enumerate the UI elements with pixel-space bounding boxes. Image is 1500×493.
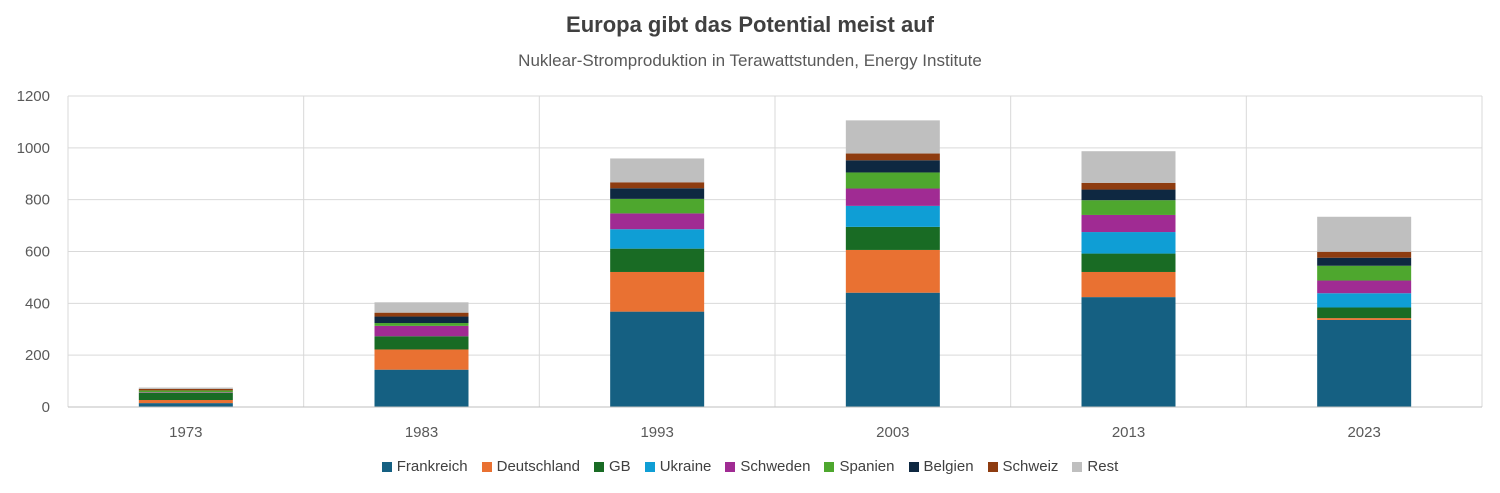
y-tick-label: 1200 — [17, 88, 50, 105]
x-tick-label: 1993 — [640, 424, 673, 441]
legend-item: Spanien — [824, 458, 895, 475]
y-tick-label: 200 — [25, 347, 50, 364]
x-tick-label: 2013 — [1112, 424, 1145, 441]
bar-segment-frankreich-1983 — [374, 369, 469, 407]
x-tick-label: 2023 — [1347, 424, 1380, 441]
bar-segment-frankreich-2023 — [1317, 319, 1412, 407]
legend-label: Schweden — [740, 458, 811, 475]
legend-item: Belgien — [908, 458, 974, 475]
legend-item: Schweden — [725, 458, 810, 475]
y-tick-label: 800 — [25, 192, 50, 209]
bar-segment-schweden-1983 — [374, 325, 469, 337]
legend-label: Deutschland — [496, 458, 580, 475]
bar-segment-ukraine-2003 — [845, 205, 940, 227]
bar-segment-schweiz-2003 — [845, 153, 940, 161]
legend-swatch — [987, 461, 998, 472]
bar-segment-schweden-2023 — [1317, 280, 1412, 294]
legend-swatch — [594, 461, 604, 472]
x-tick-label: 1983 — [405, 424, 438, 441]
bar-segment-schweden-1973 — [138, 392, 233, 393]
bar-segment-deutschland-1993 — [610, 271, 705, 312]
y-tick-label: 1000 — [17, 140, 50, 157]
legend-swatch — [824, 461, 835, 472]
bar-segment-deutschland-1983 — [374, 349, 469, 370]
bar-segment-ukraine-2023 — [1317, 293, 1412, 308]
bar-segment-deutschland-2003 — [845, 249, 940, 293]
bar-segment-rest-2003 — [845, 120, 940, 154]
bar-segment-belgien-2003 — [845, 160, 940, 173]
legend-swatch — [1072, 461, 1083, 472]
bar-segment-belgien-1993 — [610, 188, 705, 199]
y-tick-label: 0 — [42, 399, 50, 416]
chart-title: Europa gibt das Potential meist auf — [566, 12, 934, 37]
legend-label: Belgien — [923, 458, 974, 475]
y-tick-label: 600 — [25, 244, 50, 261]
legend-item: Schweiz — [987, 458, 1059, 475]
bar-segment-frankreich-1993 — [610, 311, 705, 407]
bar-segment-schweden-1993 — [610, 213, 705, 230]
legend-label: GB — [609, 458, 631, 475]
bar-segment-gb-1993 — [610, 248, 705, 272]
legend-item: Deutschland — [481, 458, 580, 475]
bar-segment-deutschland-1973 — [138, 400, 233, 404]
bar-segment-rest-1973 — [138, 387, 233, 389]
bar-segment-belgien-1983 — [374, 316, 469, 324]
bar-segment-deutschland-2023 — [1317, 318, 1412, 320]
chart-subtitle: Nuklear-Stromproduktion in Terawattstund… — [518, 51, 982, 70]
bar-segment-gb-2013 — [1081, 253, 1176, 272]
bar-segment-spanien-1993 — [610, 198, 705, 214]
bar-segment-spanien-2013 — [1081, 200, 1176, 215]
legend-item: Ukraine — [644, 458, 712, 475]
y-tick-label: 400 — [25, 295, 50, 312]
bar-segment-belgien-2013 — [1081, 189, 1176, 201]
bar-segment-rest-2013 — [1081, 151, 1176, 183]
bar-segment-spanien-2003 — [845, 172, 940, 189]
bar-segment-frankreich-1973 — [138, 403, 233, 407]
bar-segment-deutschland-2013 — [1081, 271, 1176, 298]
bar-segment-ukraine-2013 — [1081, 232, 1176, 254]
bar-segment-gb-2023 — [1317, 307, 1412, 319]
bar-segment-schweiz-2013 — [1081, 182, 1176, 190]
bar-segment-rest-2023 — [1317, 216, 1412, 252]
bar-segment-frankreich-2003 — [845, 292, 940, 407]
legend-label: Rest — [1087, 458, 1119, 475]
bar-segment-spanien-1983 — [374, 323, 469, 326]
bar-segment-schweiz-1983 — [374, 312, 469, 317]
bar-segment-spanien-2023 — [1317, 265, 1412, 281]
legend-label: Schweiz — [1002, 458, 1059, 475]
legend-swatch — [481, 461, 492, 472]
bar-segment-spanien-1973 — [138, 390, 233, 393]
x-tick-label: 1973 — [169, 424, 202, 441]
bar-segment-schweden-2003 — [845, 188, 940, 206]
legend-swatch — [644, 461, 655, 472]
x-tick-label: 2003 — [876, 424, 909, 441]
legend-label: Spanien — [839, 458, 895, 475]
bar-segment-gb-1973 — [138, 392, 233, 401]
bar-segment-belgien-2023 — [1317, 257, 1412, 266]
bar-segment-schweiz-1973 — [138, 388, 233, 391]
legend-label: Ukraine — [659, 458, 712, 475]
bar-segment-schweiz-1993 — [610, 182, 705, 189]
bar-segment-rest-1993 — [610, 158, 705, 183]
legend-item: Frankreich — [381, 458, 468, 475]
legend-item: Rest — [1072, 458, 1118, 475]
legend: Frankreich Deutschland GB Ukraine Schweden Sp… — [0, 458, 1500, 475]
legend-label: Frankreich — [396, 458, 468, 475]
bar-segment-rest-1983 — [374, 302, 469, 313]
legend-swatch — [725, 461, 736, 472]
legend-swatch — [908, 461, 919, 472]
bar-segment-schweden-2013 — [1081, 214, 1176, 233]
bar-segment-gb-2003 — [845, 226, 940, 250]
legend-swatch — [381, 461, 392, 472]
bar-segment-schweiz-2023 — [1317, 251, 1412, 258]
bar-segment-frankreich-2013 — [1081, 297, 1176, 407]
bar-segment-ukraine-1993 — [610, 229, 705, 249]
bar-segment-gb-1983 — [374, 336, 469, 350]
legend-item: GB — [594, 458, 631, 475]
